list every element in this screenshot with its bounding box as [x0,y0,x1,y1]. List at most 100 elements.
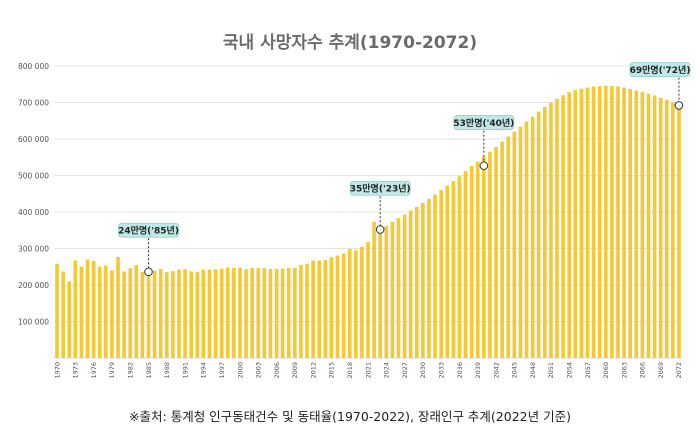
bar-1988 [164,272,169,358]
bar-2072 [677,105,681,358]
bar-2046 [518,126,523,358]
bar-1972 [67,281,72,358]
bar-2038 [469,166,474,358]
callout-box [629,62,691,78]
bar-2049 [536,111,541,358]
callout-2072: 69만명('72년) [629,62,691,110]
bar-2026 [396,218,401,358]
bar-2023 [378,229,383,358]
callout-label: 35만명('23년) [350,182,411,194]
callout-marker [479,161,489,170]
bar-2014 [323,260,328,358]
bar-2067 [646,93,651,359]
x-tick-label: 2006 [273,362,281,379]
bar-1977 [97,266,102,358]
bar-2059 [597,86,602,358]
chart-title: 국내 사망자수 추계(1970-2072) [223,33,477,53]
x-tick-label: 1994 [200,362,208,379]
bar-2036 [457,176,462,358]
bar-2054 [567,92,572,358]
bar-2005 [268,268,273,358]
bar-1999 [232,267,236,358]
bar-2056 [579,88,584,358]
callout-label: 24만명('85년) [118,224,179,236]
callout-label: 53만명('40년) [453,117,514,129]
bars [55,85,681,359]
x-tick-label: 2030 [419,362,427,379]
bar-1993 [195,272,200,358]
bar-1994 [201,269,206,358]
bar-2062 [616,86,620,358]
bar-1986 [152,270,157,358]
bar-1978 [103,265,108,358]
callout-marker [674,101,684,110]
bar-2018 [347,248,352,358]
bar-2025 [390,221,395,358]
bar-1990 [177,269,181,358]
bar-2042 [494,147,498,358]
bar-1989 [171,271,175,358]
bar-2050 [542,106,547,358]
bar-1976 [91,260,96,358]
bar-2063 [622,87,626,358]
x-axis: 1970 1973 1976 1979 1982 1985 1988 1991 1994 1997… [53,362,683,379]
bar-2012 [311,260,315,358]
x-tick-label: 2039 [474,362,482,379]
x-tick-label: 2063 [620,362,628,379]
bar-2070 [664,99,669,358]
y-tick-label: 300 000 [18,245,49,254]
x-tick-label: 1991 [181,362,189,379]
bar-2051 [549,102,553,358]
bar-2021 [366,241,370,358]
x-tick-label: 2045 [511,362,519,379]
y-tick-label: 500 000 [18,172,49,181]
source-note: ※출처: 통계청 인구동태건수 및 동태율(1970-2022), 장래인구 추… [129,409,571,424]
x-tick-label: 1982 [127,362,135,379]
callout-box [453,115,515,130]
bar-1997 [219,268,224,358]
bar-2053 [561,95,565,358]
x-tick-label: 2057 [584,362,592,379]
bar-2006 [274,268,279,358]
bar-2010 [299,264,303,358]
bar-1992 [189,271,194,358]
x-tick-label: 2009 [291,362,299,379]
callout-1985: 24만명('85년) [118,222,179,277]
bar-1983 [134,264,139,358]
bar-1975 [85,259,90,358]
bar-2071 [671,102,675,358]
bar-1971 [61,271,65,358]
bar-1991 [183,269,187,358]
x-tick-label: 2015 [328,362,336,379]
bar-2011 [305,263,309,358]
y-tick-label: 800 000 [18,62,49,71]
x-tick-label: 2060 [602,362,610,379]
x-tick-label: 2048 [529,362,537,379]
bar-1998 [225,267,230,358]
bar-2069 [658,97,663,358]
bar-2043 [500,141,504,358]
bar-1973 [73,260,78,358]
x-tick-label: 1973 [72,362,80,379]
bar-2041 [488,151,492,358]
x-tick-label: 2072 [675,362,683,379]
bar-2002 [250,267,254,358]
bar-2017 [341,253,346,358]
bar-2019 [353,250,358,358]
bar-2000 [238,267,242,358]
bar-2032 [433,194,437,358]
callout-marker [144,267,153,277]
x-tick-label: 2012 [309,362,317,379]
bar-2001 [244,269,248,358]
bar-2034 [445,185,450,358]
x-tick-label: 2024 [383,362,391,379]
bar-1984 [140,271,145,358]
bar-2020 [360,246,364,358]
x-tick-label: 1997 [218,362,226,379]
bar-2047 [524,121,529,358]
bar-1980 [116,256,120,358]
bar-2029 [414,206,419,358]
bar-2040 [482,156,486,358]
bar-1996 [213,269,218,358]
